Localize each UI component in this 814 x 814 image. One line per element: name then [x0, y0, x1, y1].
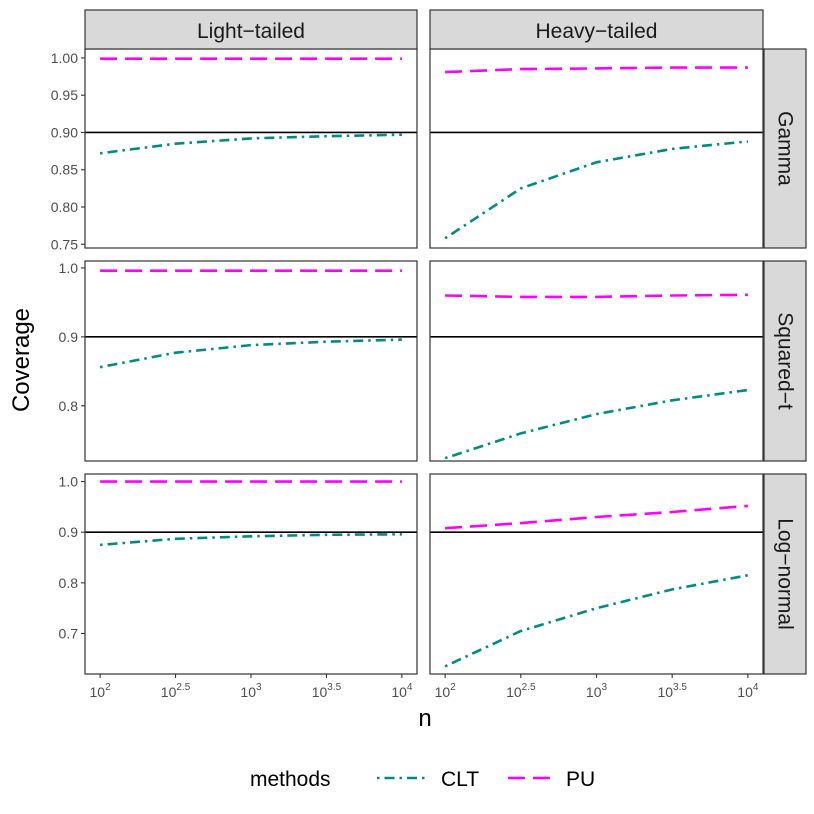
panel-gamma-light-tailed: [84, 48, 418, 249]
series-line-pu: [445, 293, 748, 299]
series-line-pu: [445, 504, 749, 530]
series-line-clt: [444, 388, 749, 460]
y-tick-label: 0.8: [59, 575, 79, 591]
x-tick-label: 103.5: [312, 682, 342, 700]
axes-layer: 0.75 0.80 0.85 0.90 0.95 1.00 0.8 0.9 1.0 0.7 0.8 0…: [51, 50, 759, 700]
y-tick-label: 0.80: [51, 199, 78, 215]
facet-strips: Light−tailed Heavy−tailed Gamma Squared−t Lo…: [84, 9, 807, 675]
series-line-clt: [99, 533, 402, 547]
y-tick-label: 0.9: [59, 329, 79, 345]
panel-background: [85, 261, 417, 461]
x-tick-label: 104: [391, 682, 413, 700]
y-tick-label: 0.85: [51, 162, 78, 178]
x-tick-label: 102.5: [506, 682, 536, 700]
y-tick-label: 0.95: [51, 87, 78, 103]
y-axis-title: Coverage: [8, 308, 35, 412]
legend: methods CLT PU: [250, 768, 595, 791]
y-tick-label: 0.90: [51, 124, 78, 140]
panel-border: [429, 260, 764, 462]
panel-log-normal-heavy-tailed: [429, 473, 764, 675]
facet-strip-light-tailed: [84, 9, 418, 50]
x-tick-label: 102: [435, 682, 457, 700]
series-line-clt: [99, 133, 402, 155]
panels-layer: [84, 48, 764, 675]
legend-label-clt: CLT: [441, 768, 479, 791]
y-tick-label: 0.9: [59, 524, 79, 540]
legend-title: methods: [250, 768, 331, 791]
x-tick-label: 103.5: [657, 682, 687, 700]
x-tick-label: 103: [240, 682, 262, 700]
panel-background: [430, 261, 763, 461]
series-line-clt: [444, 140, 749, 240]
x-axis-title: n: [418, 705, 431, 732]
legend-label-pu: PU: [566, 768, 595, 791]
facet-strip-log-normal: [763, 473, 807, 675]
panel-log-normal-light-tailed: [84, 473, 418, 675]
x-tick-label: 103: [586, 682, 608, 700]
panel-squared-t-heavy-tailed: [429, 260, 764, 462]
panel-background: [430, 474, 763, 674]
panel-gamma-heavy-tailed: [429, 48, 764, 249]
y-tick-label: 1.0: [59, 474, 79, 490]
facet-label-gamma: Gamma: [774, 111, 797, 186]
panel-border: [84, 260, 418, 462]
panel-background: [85, 49, 417, 248]
facet-label-log-normal: Log−normal: [774, 518, 797, 630]
y-tick-label: 0.7: [59, 625, 79, 641]
facet-strip-squared-t: [763, 260, 807, 462]
facet-strip-gamma: [763, 48, 807, 249]
series-line-clt: [444, 574, 749, 668]
series-line-pu: [445, 66, 748, 74]
x-tick-label: 102: [90, 682, 112, 700]
facet-label-light-tailed: Light−tailed: [197, 20, 305, 43]
y-tick-label: 1.0: [59, 260, 79, 276]
x-tick-label: 104: [737, 682, 759, 700]
panel-background: [430, 49, 763, 248]
facet-strip-heavy-tailed: [429, 9, 764, 50]
facet-label-heavy-tailed: Heavy−tailed: [536, 20, 658, 43]
panel-squared-t-light-tailed: [84, 260, 418, 462]
y-tick-label: 0.8: [59, 398, 79, 414]
facet-label-squared-t: Squared−t: [774, 312, 797, 410]
x-tick-label: 102.5: [161, 682, 191, 700]
y-tick-label: 0.75: [51, 236, 78, 252]
y-tick-label: 1.00: [51, 50, 78, 66]
panel-background: [85, 474, 417, 674]
